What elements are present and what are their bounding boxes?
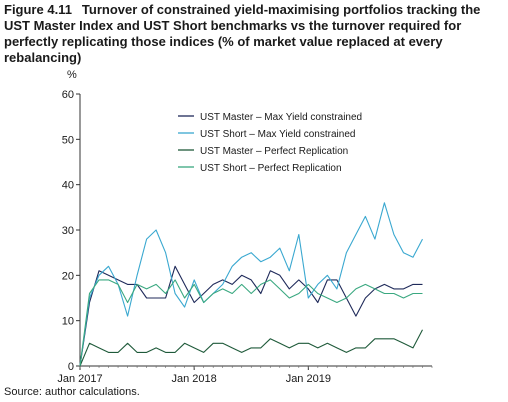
chart-legend: UST Master – Max Yield constrained UST Sh… xyxy=(178,112,362,174)
figure-number: Figure 4.11 xyxy=(4,2,72,17)
series-line-1 xyxy=(79,265,423,367)
series-line-4 xyxy=(79,279,423,367)
y-tick-label: 20 xyxy=(62,270,74,282)
chart-axes: 0 10 20 30 40 50 60 Jan 2017 Jan 2018 Jan 2019 xyxy=(57,89,433,385)
series-line-3 xyxy=(79,329,423,367)
legend-label-4: UST Short – Perfect Replication xyxy=(200,163,342,174)
y-tick-label: 10 xyxy=(62,316,74,328)
y-axis-label: % xyxy=(67,69,77,81)
legend-label-2: UST Short – Max Yield constrained xyxy=(200,129,355,140)
y-tick-label: 30 xyxy=(62,225,74,237)
legend-label-3: UST Master – Perfect Replication xyxy=(200,146,348,157)
y-tick-label: 40 xyxy=(62,180,74,192)
figure-title: Figure 4.11 Turnover of constrained yield… xyxy=(4,2,504,66)
chart-series xyxy=(79,202,423,367)
series-line-2 xyxy=(79,202,423,367)
y-tick-label: 0 xyxy=(68,361,74,373)
source-note: Source: author calculations. xyxy=(4,386,140,398)
figure-title-text: Turnover of constrained yield-maximising… xyxy=(4,2,481,65)
x-tick-label: Jan 2017 xyxy=(57,373,102,385)
legend-label-1: UST Master – Max Yield constrained xyxy=(200,112,362,123)
y-tick-label: 50 xyxy=(62,134,74,146)
x-tick-label: Jan 2019 xyxy=(286,373,331,385)
y-tick-label: 60 xyxy=(62,89,74,101)
x-tick-label: Jan 2018 xyxy=(172,373,217,385)
